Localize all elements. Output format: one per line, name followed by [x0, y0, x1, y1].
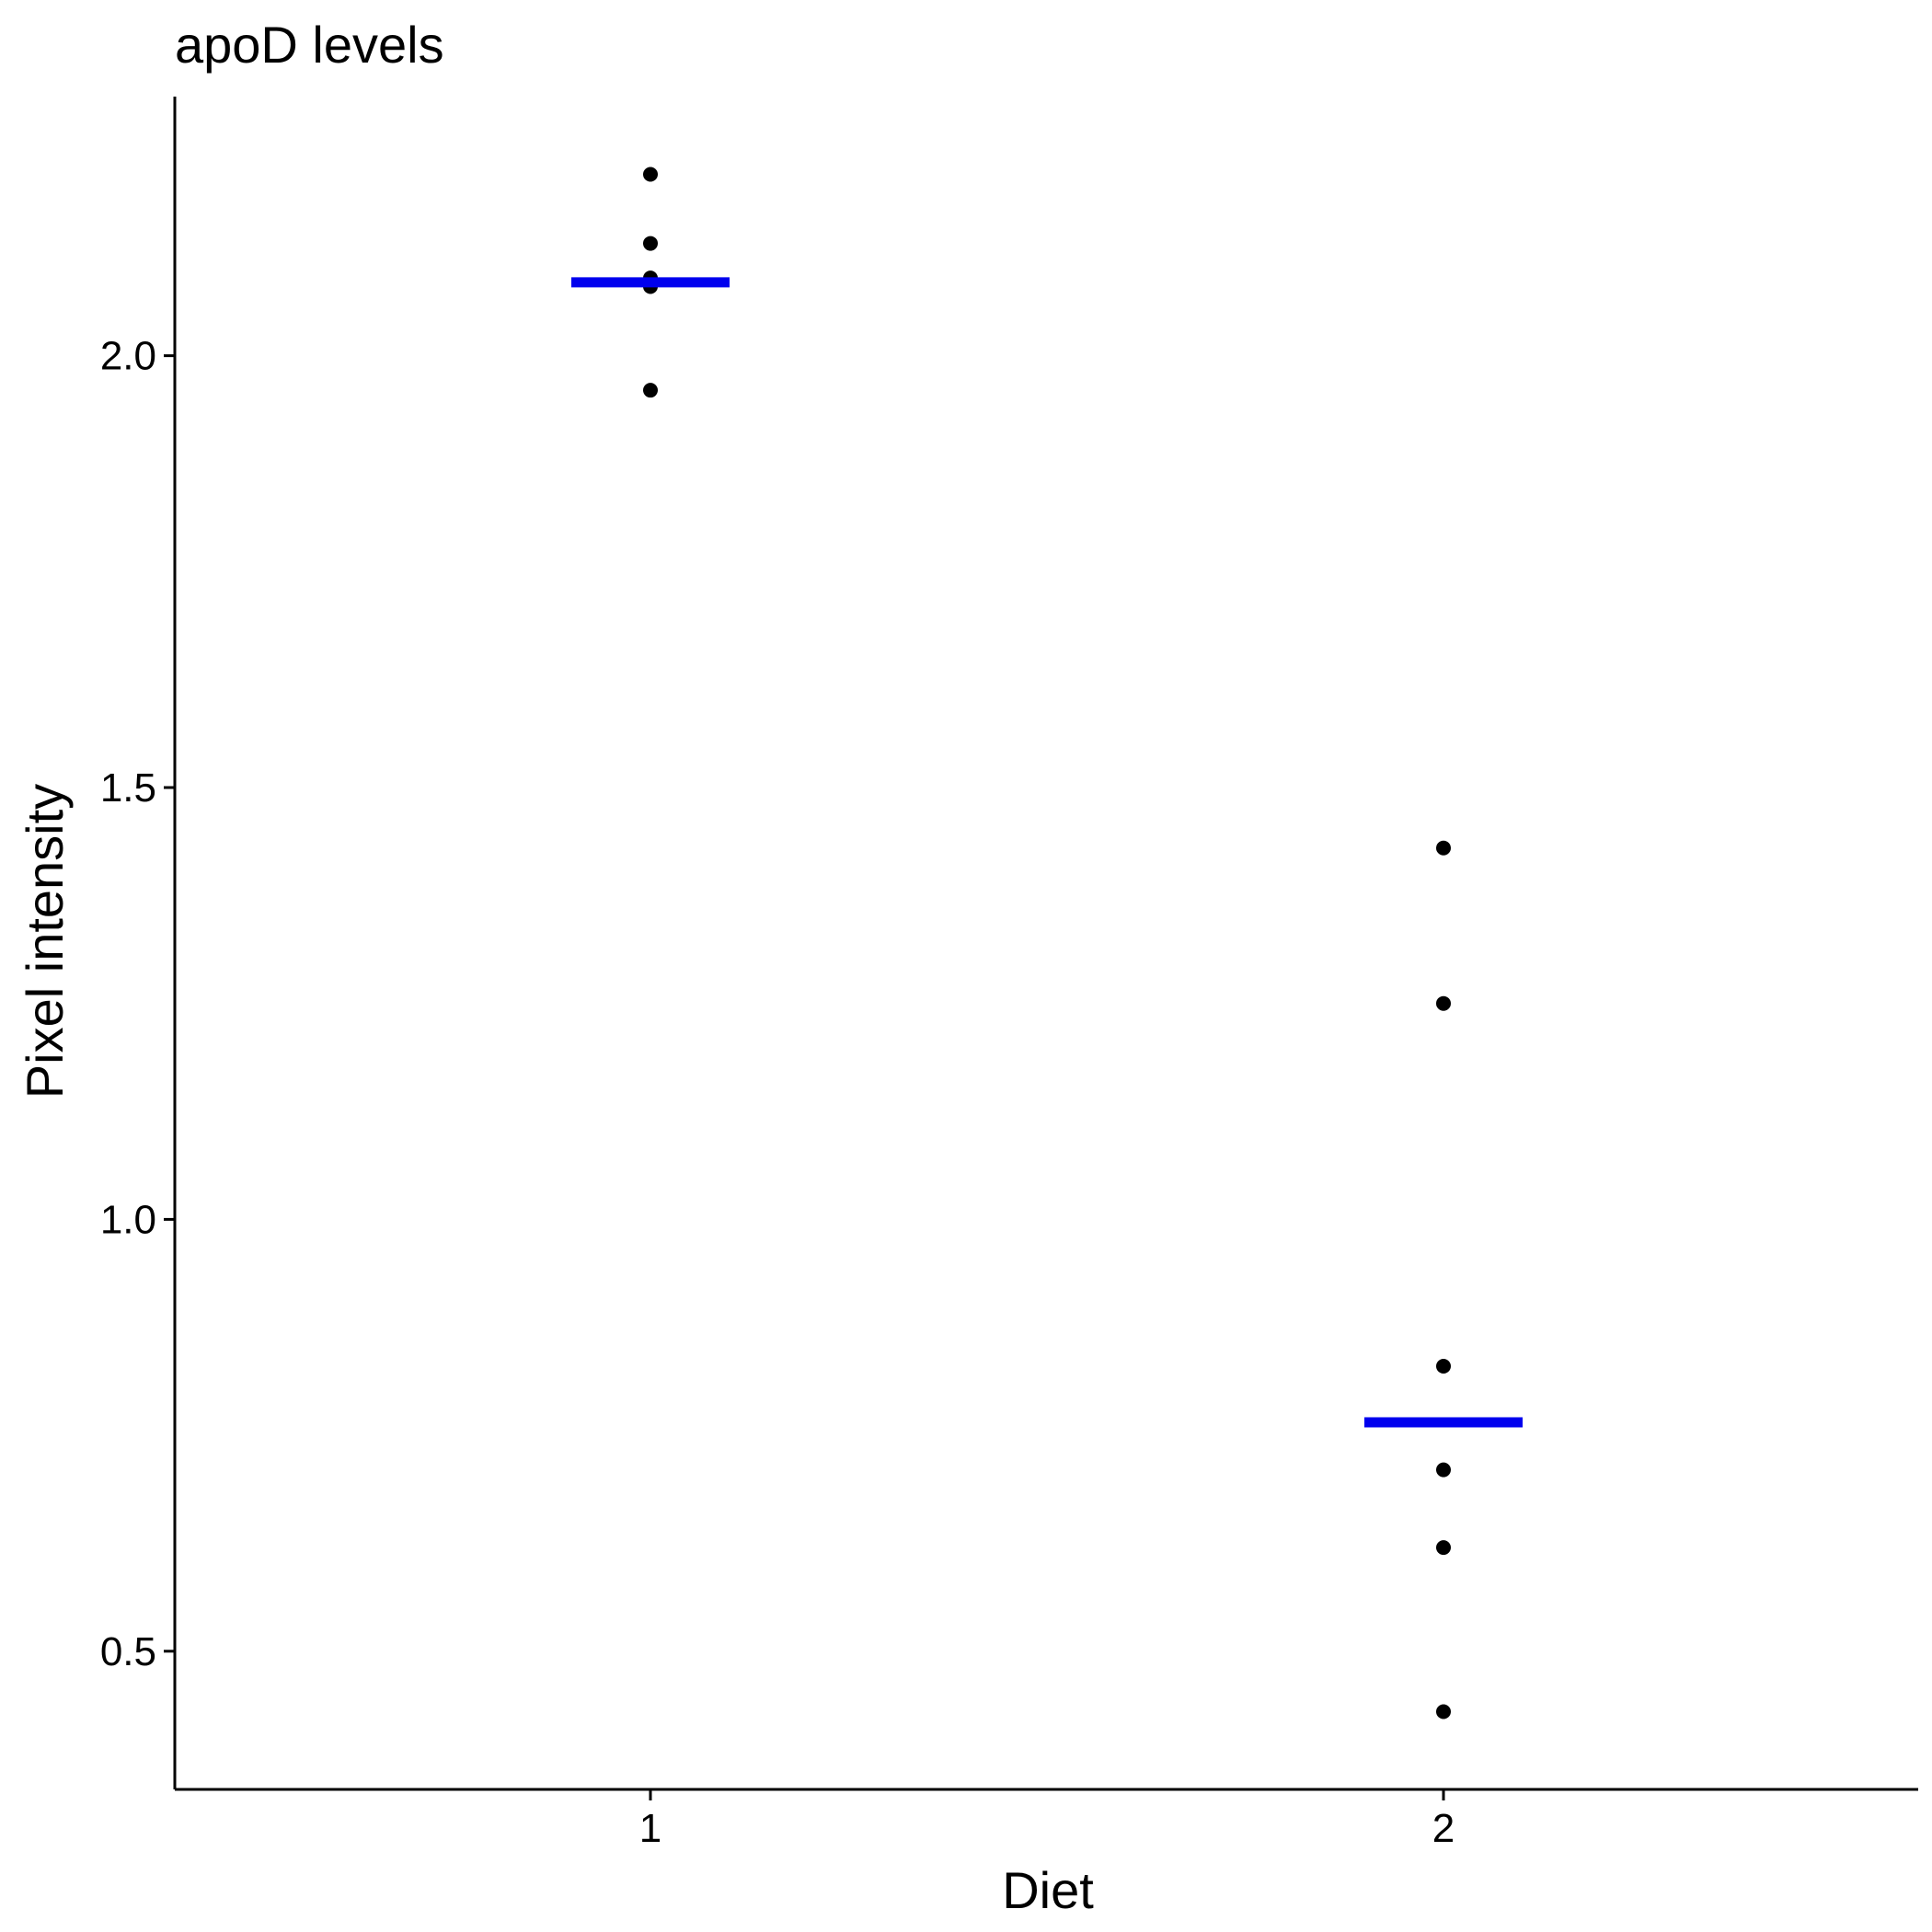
data-point — [643, 383, 658, 398]
data-point — [1436, 1540, 1451, 1556]
data-point — [1436, 1462, 1451, 1478]
y-tick-label: 1.5 — [100, 765, 156, 811]
data-point — [643, 236, 658, 251]
y-axis-label: Pixel intensity — [16, 784, 74, 1098]
y-tick-label: 2.0 — [100, 334, 156, 379]
y-tick-label: 0.5 — [100, 1629, 156, 1674]
mean-markers — [571, 277, 1523, 1428]
chart-title: apoD levels — [175, 16, 444, 74]
x-tick-label: 1 — [639, 1806, 661, 1851]
data-point — [1436, 1704, 1451, 1719]
data-point — [1436, 840, 1451, 856]
data-point — [1436, 1359, 1451, 1374]
data-point — [643, 167, 658, 182]
y-tick-label: 1.0 — [100, 1197, 156, 1242]
y-axis-ticks: 0.5 1.0 1.5 2.0 — [100, 334, 175, 1674]
data-points — [643, 167, 1451, 1719]
x-tick-label: 2 — [1432, 1806, 1455, 1851]
x-axis-label: Diet — [1002, 1861, 1094, 1919]
data-point — [1436, 995, 1451, 1011]
